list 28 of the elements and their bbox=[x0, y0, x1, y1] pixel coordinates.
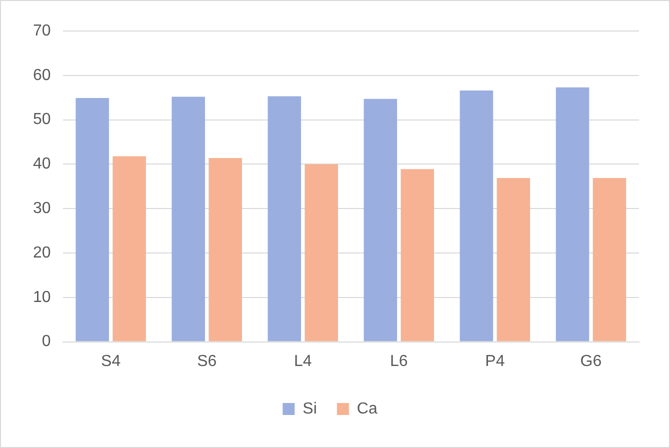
bar bbox=[172, 96, 205, 342]
y-tick-label: 10 bbox=[33, 288, 51, 306]
bar bbox=[496, 178, 530, 342]
y-tick-label: 50 bbox=[33, 111, 51, 128]
y-tick-label: 0 bbox=[42, 333, 51, 350]
y-tick-label: 60 bbox=[33, 66, 51, 84]
legend-label: Ca bbox=[356, 400, 378, 418]
bar bbox=[304, 164, 338, 342]
x-tick-label: S4 bbox=[101, 352, 121, 370]
bar bbox=[364, 98, 398, 342]
bar bbox=[556, 87, 590, 342]
bar bbox=[460, 90, 494, 342]
x-tick-label: L6 bbox=[390, 352, 408, 370]
y-tick-label: 70 bbox=[33, 22, 51, 40]
bar bbox=[112, 156, 146, 342]
bar bbox=[208, 158, 242, 342]
legend-label: Si bbox=[302, 400, 317, 418]
bar bbox=[400, 169, 434, 342]
bar bbox=[268, 96, 302, 342]
x-tick-label: S6 bbox=[197, 352, 217, 370]
y-tick-label: 20 bbox=[33, 244, 51, 262]
x-tick-label: G6 bbox=[580, 352, 602, 370]
x-tick-label: P4 bbox=[485, 352, 505, 370]
y-tick-label: 30 bbox=[33, 200, 51, 218]
y-tick-label: 40 bbox=[33, 156, 51, 173]
bar bbox=[76, 98, 109, 342]
x-tick-label: L4 bbox=[294, 352, 312, 370]
bar bbox=[592, 178, 626, 342]
